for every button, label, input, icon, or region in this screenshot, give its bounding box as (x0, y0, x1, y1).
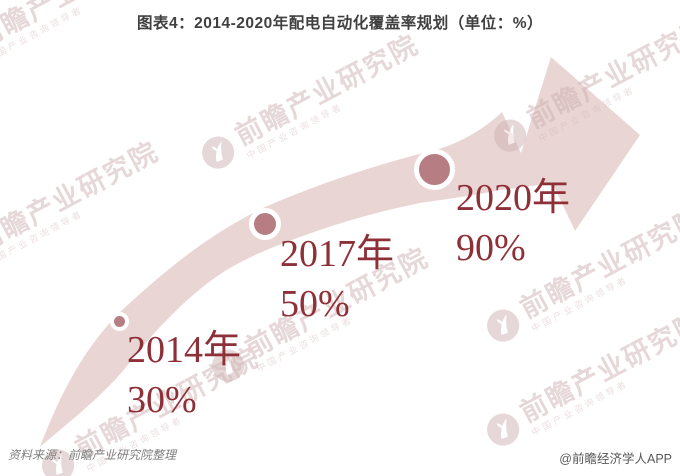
milestone-value: 50% (280, 283, 350, 325)
milestone-dot-2017 (249, 208, 281, 240)
milestone-label-2020: 2020年 90% (456, 173, 570, 273)
milestone-year: 2020年 (456, 177, 571, 219)
milestone-label-2017: 2017年 50% (280, 229, 394, 329)
milestone-value: 30% (127, 379, 197, 421)
chart-title: 图表4：2014-2020年配电自动化覆盖率规划（单位：%） (136, 15, 544, 32)
milestone-value: 90% (456, 227, 526, 269)
data-source-note: 资料来源：前瞻产业研究院整理 (8, 448, 177, 462)
milestone-year: 2017年 (280, 233, 395, 275)
milestone-dot-2014 (110, 312, 129, 331)
copyright-credit: @前瞻经济学人APP (559, 452, 672, 466)
milestone-year: 2014年 (127, 329, 242, 371)
milestone-label-2014: 2014年 30% (127, 325, 241, 425)
milestone-dot-2020 (414, 149, 455, 190)
